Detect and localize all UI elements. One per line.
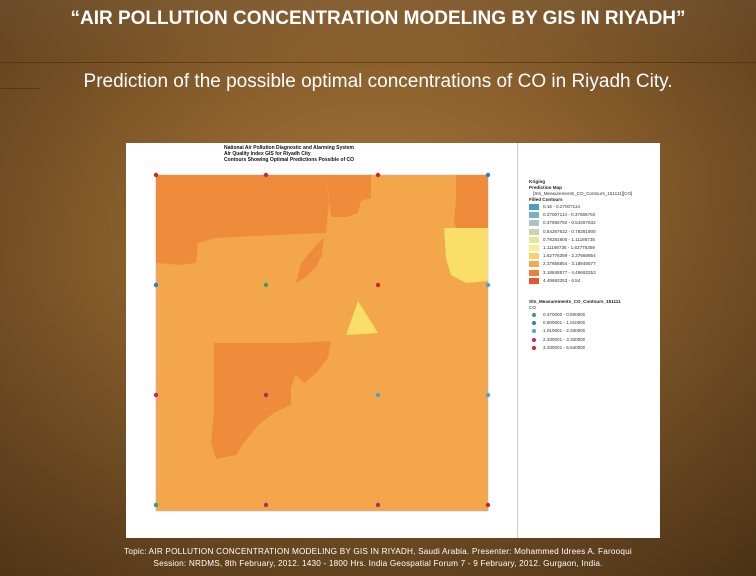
legend-filled-item: 2.37668854 - 3.18848577: [529, 260, 657, 268]
station-point: [485, 502, 491, 508]
contour-low-zone-triangle: [346, 301, 378, 335]
contour-high-zone-top-middle: [326, 175, 371, 217]
footer-line1: Topic: AIR POLLUTION CONCENTRATION MODEL…: [124, 547, 632, 556]
legend-filled-list: 0.16 - 0.27007114 0.27007114 - 0.37666792…: [529, 203, 657, 285]
legend-filled-label: 4.49693253 - 6.54: [543, 277, 581, 283]
legend-filled-item: 0.54267632 - 0.78281900: [529, 228, 657, 236]
legend-filled-label: 0.37666792 - 0.54267632: [543, 220, 596, 226]
legend-point-item: 1.010001 - 2.330000: [529, 327, 657, 335]
legend-filled-item: 1.62776359 - 2.37668854: [529, 252, 657, 260]
legend-swatch: [529, 228, 539, 235]
decorative-line-left: [0, 88, 40, 89]
station-point: [485, 392, 491, 398]
legend-point-item: 0.500001 - 1.010000: [529, 319, 657, 327]
legend-divider: [517, 143, 518, 538]
legend-filled-item: 3.18848577 - 4.49693253: [529, 269, 657, 277]
legend-point-symbol: [532, 345, 536, 350]
station-point: [375, 172, 381, 178]
footer-line2: Session: NRDMS, 8th February, 2012. 1430…: [153, 559, 603, 568]
legend-swatch: [529, 253, 539, 260]
legend-filled-item: 1.11166735 - 1.62776359: [529, 244, 657, 252]
contour-high-zone-center: [296, 341, 331, 383]
legend-swatch: [529, 261, 539, 268]
legend-point-item: 3.330001 - 6.540000: [529, 344, 657, 352]
station-point: [153, 282, 159, 288]
legend-point-label: 2.330001 - 3.330000: [543, 336, 586, 342]
legend-filled-label: 2.37668854 - 3.18848577: [543, 261, 596, 267]
station-point: [485, 282, 491, 288]
legend-prediction-label: Prediction Map: [529, 185, 562, 190]
legend-filled-label: 0.78281900 - 1.11166735: [543, 236, 595, 242]
legend-kriging-title: Kriging: [529, 179, 546, 184]
station-point: [485, 172, 491, 178]
contour-map: [126, 143, 518, 538]
legend-point-symbol: [532, 337, 536, 342]
station-point: [263, 172, 269, 178]
slide-title: “AIR POLLUTION CONCENTRATION MODELING BY…: [70, 8, 686, 29]
station-point: [263, 502, 269, 508]
legend-filled-label: 3.18848577 - 4.49693253: [543, 269, 596, 275]
legend-swatch: [529, 220, 539, 227]
legend-point-symbol: [532, 312, 536, 317]
legend-filled-label: 1.11166735 - 1.62776359: [543, 245, 595, 251]
map-legend: Kriging Prediction Map [Stn_Measurements…: [529, 179, 657, 352]
station-point: [263, 392, 269, 398]
station-point: [263, 282, 269, 288]
legend-swatch: [529, 269, 539, 276]
slide-footer: Topic: AIR POLLUTION CONCENTRATION MODEL…: [10, 546, 746, 570]
legend-swatch: [529, 245, 539, 252]
legend-point-symbol: [532, 321, 536, 326]
legend-filled-item: 0.37666792 - 0.54267632: [529, 219, 657, 227]
contour-high-zone-right: [454, 175, 488, 238]
legend-filled-item: 0.78281900 - 1.11166735: [529, 236, 657, 244]
legend-points-field: CO: [529, 304, 536, 310]
legend-swatch: [529, 277, 539, 284]
station-point: [153, 172, 159, 178]
contour-high-zone-bottom-left: [211, 343, 298, 459]
legend-filled-item: 0.16 - 0.27007114: [529, 203, 657, 211]
legend-filled-item: 0.27007114 - 0.37666792: [529, 211, 657, 219]
station-point: [153, 502, 159, 508]
slide-subtitle: Prediction of the possible optimal conce…: [83, 71, 673, 92]
contour-low-zone-right: [444, 228, 488, 283]
station-point: [375, 502, 381, 508]
decorative-line-top: [0, 62, 756, 63]
legend-filled-label: 0.27007114 - 0.37666792: [543, 212, 596, 218]
legend-filled-label: 0.16 - 0.27007114: [543, 204, 580, 210]
map-header-line3: Contours Showing Optimal Predictions Pos…: [224, 157, 355, 163]
legend-swatch: [529, 204, 539, 211]
legend-point-label: 1.010001 - 2.330000: [543, 328, 586, 334]
legend-layer-name: [Stn_Measurements_CO_Contours_151111][CO…: [533, 191, 633, 196]
map-header-line1: National Air Pollution Diagnostic and Al…: [224, 145, 354, 151]
legend-point-symbol: [532, 329, 536, 334]
station-point: [375, 392, 381, 398]
station-point: [375, 282, 381, 288]
legend-point-label: 0.500001 - 1.010000: [543, 320, 586, 326]
contour-high-zone-top-left: [156, 175, 329, 265]
legend-point-item: 2.330001 - 3.330000: [529, 335, 657, 343]
legend-point-item: 0.370000 - 0.500000: [529, 311, 657, 319]
legend-points-title: Stn_Measurements_CO_Contours_151111: [529, 298, 621, 304]
map-figure: National Air Pollution Diagnostic and Al…: [126, 143, 660, 538]
legend-swatch: [529, 236, 539, 243]
legend-point-list: 0.370000 - 0.500000 0.500001 - 1.010000 1.…: [529, 311, 657, 352]
legend-swatch: [529, 212, 539, 219]
map-header-line2: Air Quality Index GIS for Riyadh City: [224, 151, 311, 157]
station-point: [153, 392, 159, 398]
station-points: [153, 172, 491, 508]
legend-filled-label: 0.54267632 - 0.78281900: [543, 228, 596, 234]
contour-high-zone-spike: [296, 238, 324, 283]
legend-point-label: 3.330001 - 6.540000: [543, 344, 586, 350]
map-header: National Air Pollution Diagnostic and Al…: [224, 145, 424, 163]
legend-point-label: 0.370000 - 0.500000: [543, 311, 586, 317]
legend-filled-title: Filled Contours: [529, 197, 563, 202]
legend-filled-item: 4.49693253 - 6.54: [529, 277, 657, 285]
legend-filled-label: 1.62776359 - 2.37668854: [543, 253, 596, 259]
